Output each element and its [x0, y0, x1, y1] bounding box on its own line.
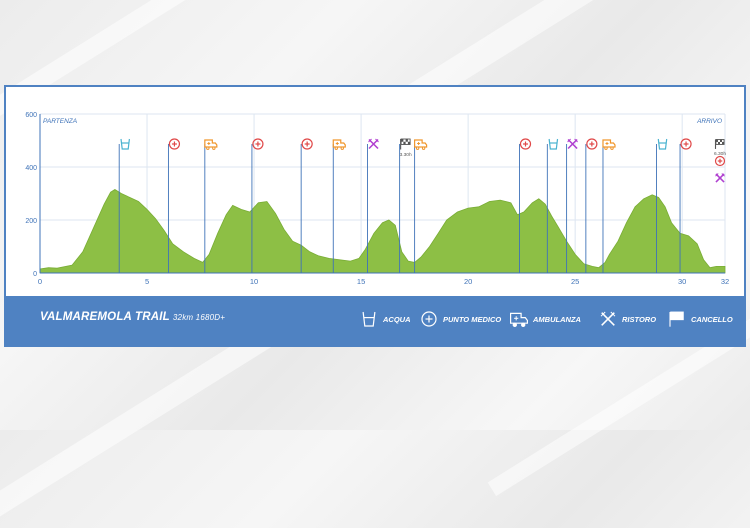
- legend-label: CANCELLO: [691, 314, 733, 324]
- marker-first-aid-plus-17: [714, 155, 726, 167]
- marker-ambulance-2: [204, 139, 218, 273]
- legend-item-water-glass: ACQUA: [360, 308, 411, 330]
- first-aid-plus-icon: [421, 311, 437, 327]
- ambulance-icon: [510, 312, 528, 328]
- x-tick-label-2: 10: [250, 277, 258, 286]
- y-tick-label-3: 600: [25, 112, 37, 119]
- marker-ambulance-8: [414, 139, 428, 273]
- y-tick-label-0: 0: [33, 271, 37, 278]
- x-tick-label-4: 20: [464, 277, 472, 286]
- elevation-chart: 0 5 10 15 20 25 30 32 0 200 400 600 PARTENZA ARRIVO 3.…: [25, 112, 729, 286]
- elevation-area: [39, 189, 726, 274]
- marker-ambulance-13: [602, 139, 616, 273]
- marker-checkered-flag-16: [714, 139, 725, 149]
- race-title-text: VALMAREMOLA TRAIL: [40, 311, 170, 323]
- marker-first-aid-plus-4: [300, 138, 313, 273]
- x-tick-label-0: 0: [38, 277, 42, 286]
- marker-water-glass-10: [546, 138, 559, 273]
- marker-water-glass-0: [118, 138, 130, 273]
- elevation-profile-panel: 0 5 10 15 20 25 30 32 0 200 400 600 PARTENZA ARRIVO 3.…: [4, 85, 746, 347]
- legend-item-ambulance: AMBULANZA: [510, 308, 581, 330]
- y-tick-label-2: 400: [25, 165, 37, 172]
- x-tick-label-1: 5: [145, 277, 149, 286]
- checkered-flag-icon: [669, 311, 684, 327]
- legend-item-first-aid-plus: PUNTO MEDICO: [420, 308, 501, 330]
- marker-refreshment-cutlery-11: [566, 138, 578, 273]
- legend-label: AMBULANZA: [533, 314, 581, 324]
- y-tick-label-1: 200: [25, 218, 37, 225]
- marker-time-label-16: 6.30h: [714, 151, 726, 157]
- start-label: PARTENZA: [43, 118, 77, 125]
- marker-checkered-flag-7: [399, 138, 411, 273]
- legend-item-refreshment-cutlery: RISTORO: [599, 308, 656, 330]
- marker-first-aid-plus-9: [519, 138, 532, 273]
- marker-water-glass-14: [656, 138, 668, 273]
- marker-time-label-7: 3.30h: [400, 152, 412, 158]
- marker-first-aid-plus-1: [167, 138, 181, 273]
- refreshment-cutlery-icon: [600, 311, 616, 326]
- marker-first-aid-plus-12: [585, 138, 598, 273]
- water-glass-icon: [362, 311, 376, 327]
- legend-item-checkered-flag: CANCELLO: [668, 308, 733, 330]
- marker-refreshment-cutlery-18: [715, 173, 725, 183]
- x-tick-label-7: 32: [721, 277, 729, 286]
- marker-ambulance-5: [332, 139, 346, 273]
- marker-first-aid-plus-15: [679, 138, 692, 273]
- legend-label: PUNTO MEDICO: [443, 314, 502, 324]
- x-tick-label-3: 15: [357, 277, 365, 286]
- race-stats: 32km 1680D+: [172, 313, 226, 322]
- legend-label: ACQUA: [383, 314, 411, 324]
- marker-refreshment-cutlery-6: [367, 138, 379, 273]
- x-tick-label-6: 30: [678, 277, 686, 286]
- legend-label: RISTORO: [622, 314, 657, 324]
- x-tick-label-5: 25: [571, 277, 579, 286]
- end-label: ARRIVO: [696, 118, 722, 125]
- race-title: VALMAREMOLA TRAIL 32km 1680D+: [40, 311, 225, 323]
- legend-footer: VALMAREMOLA TRAIL 32km 1680D+ ACQUA PUNTO …: [6, 296, 744, 345]
- marker-first-aid-plus-3: [251, 138, 264, 273]
